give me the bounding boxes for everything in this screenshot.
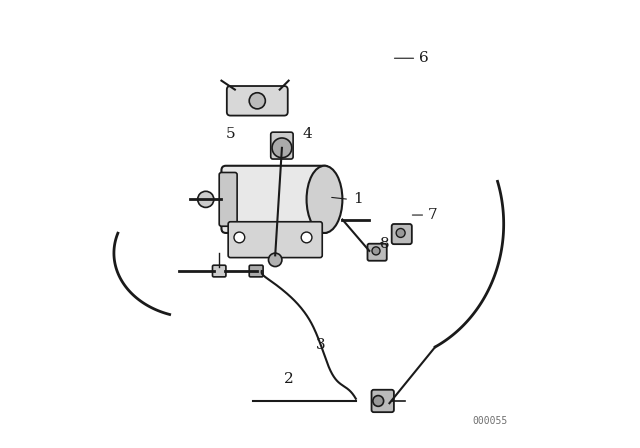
Text: 8: 8: [380, 237, 390, 251]
Circle shape: [301, 232, 312, 243]
Text: 3: 3: [316, 338, 325, 352]
FancyBboxPatch shape: [367, 244, 387, 261]
FancyBboxPatch shape: [227, 86, 288, 116]
Circle shape: [198, 191, 214, 207]
FancyBboxPatch shape: [249, 265, 263, 277]
FancyBboxPatch shape: [228, 222, 323, 258]
Text: 7: 7: [428, 208, 437, 222]
Circle shape: [396, 228, 405, 237]
FancyBboxPatch shape: [212, 265, 226, 277]
Ellipse shape: [307, 166, 342, 233]
Circle shape: [373, 396, 383, 406]
Circle shape: [372, 247, 380, 255]
Circle shape: [249, 93, 266, 109]
Circle shape: [272, 138, 292, 158]
Text: 000055: 000055: [472, 416, 508, 426]
FancyBboxPatch shape: [271, 132, 293, 159]
Text: 5: 5: [226, 127, 236, 142]
FancyBboxPatch shape: [219, 172, 237, 226]
Text: 1: 1: [353, 192, 364, 207]
Text: 4: 4: [302, 127, 312, 142]
FancyBboxPatch shape: [371, 390, 394, 412]
FancyBboxPatch shape: [221, 166, 329, 233]
Text: 6: 6: [419, 51, 428, 65]
FancyBboxPatch shape: [392, 224, 412, 244]
Circle shape: [269, 253, 282, 267]
Circle shape: [234, 232, 244, 243]
Text: 2: 2: [284, 371, 294, 386]
